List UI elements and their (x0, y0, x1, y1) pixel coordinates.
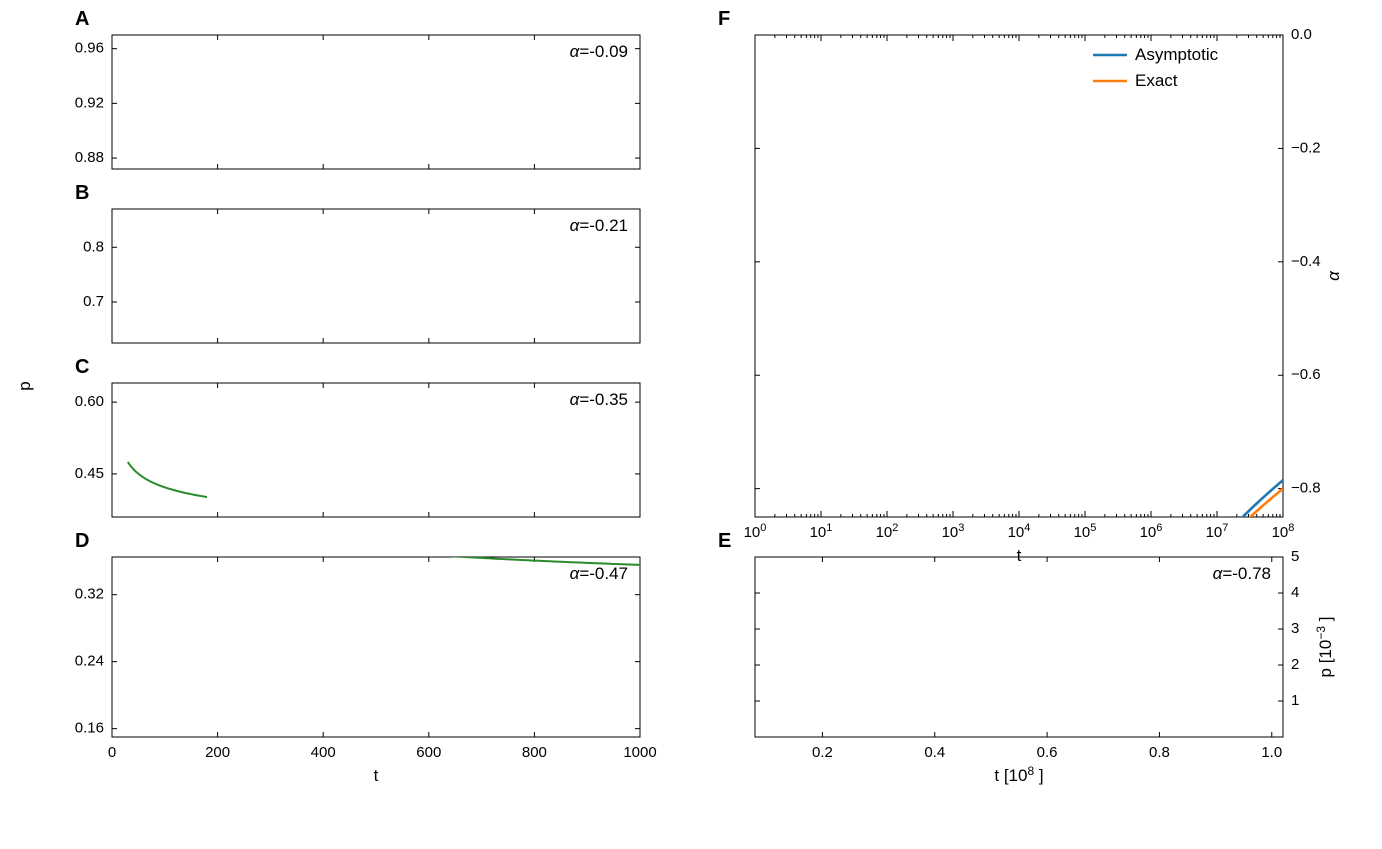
svg-text:400: 400 (311, 744, 336, 761)
svg-text:600: 600 (416, 744, 441, 761)
svg-text:t [108 ]: t [108 ] (994, 764, 1043, 785)
svg-text:0.92: 0.92 (75, 94, 104, 111)
svg-text:C: C (75, 356, 89, 378)
svg-text:800: 800 (522, 744, 547, 761)
svg-text:α=-0.21: α=-0.21 (570, 216, 628, 235)
svg-text:F: F (718, 8, 730, 30)
svg-text:α=-0.78: α=-0.78 (1213, 564, 1271, 583)
svg-text:0.0: 0.0 (1291, 26, 1312, 43)
svg-text:104: 104 (1008, 522, 1031, 541)
figure-root: A0.880.920.96α=-0.09B0.70.8α=-0.21C0.450… (0, 0, 1382, 849)
svg-text:0: 0 (108, 744, 116, 761)
svg-text:0.16: 0.16 (75, 720, 104, 737)
svg-text:Asymptotic: Asymptotic (1135, 45, 1219, 64)
svg-text:2: 2 (1291, 656, 1299, 673)
svg-text:t: t (1017, 546, 1022, 565)
main-svg: A0.880.920.96α=-0.09B0.70.8α=-0.21C0.450… (0, 0, 1382, 849)
svg-text:3: 3 (1291, 620, 1299, 637)
svg-text:t: t (374, 766, 379, 785)
svg-text:B: B (75, 182, 89, 204)
svg-text:α: α (1324, 270, 1343, 281)
svg-text:0.32: 0.32 (75, 586, 104, 603)
svg-text:101: 101 (810, 522, 833, 541)
svg-text:0.7: 0.7 (83, 293, 104, 310)
svg-text:100: 100 (744, 522, 767, 541)
svg-text:0.2: 0.2 (812, 744, 833, 761)
svg-text:0.8: 0.8 (83, 238, 104, 255)
svg-text:0.60: 0.60 (75, 393, 104, 410)
svg-text:4: 4 (1291, 584, 1299, 601)
svg-text:0.96: 0.96 (75, 40, 104, 57)
svg-text:−0.6: −0.6 (1291, 366, 1321, 383)
svg-text:0.45: 0.45 (75, 465, 104, 482)
svg-text:105: 105 (1074, 522, 1097, 541)
svg-text:p: p (15, 381, 34, 390)
svg-text:200: 200 (205, 744, 230, 761)
svg-text:107: 107 (1206, 522, 1229, 541)
svg-text:108: 108 (1272, 522, 1295, 541)
svg-text:E: E (718, 530, 731, 552)
svg-text:D: D (75, 530, 89, 552)
svg-text:α=-0.35: α=-0.35 (570, 390, 628, 409)
svg-text:0.24: 0.24 (75, 653, 104, 670)
svg-text:0.4: 0.4 (924, 744, 945, 761)
svg-text:p [10−3 ]: p [10−3 ] (1314, 617, 1335, 678)
svg-text:1000: 1000 (623, 744, 656, 761)
svg-text:0.8: 0.8 (1149, 744, 1170, 761)
svg-text:106: 106 (1140, 522, 1163, 541)
svg-text:A: A (75, 8, 89, 30)
svg-text:α=-0.47: α=-0.47 (570, 564, 628, 583)
svg-text:1.0: 1.0 (1261, 744, 1282, 761)
svg-text:103: 103 (942, 522, 965, 541)
svg-text:α=-0.09: α=-0.09 (570, 42, 628, 61)
svg-text:Exact: Exact (1135, 71, 1178, 90)
svg-text:−0.2: −0.2 (1291, 139, 1321, 156)
svg-text:102: 102 (876, 522, 899, 541)
svg-text:0.6: 0.6 (1037, 744, 1058, 761)
svg-text:0.88: 0.88 (75, 149, 104, 166)
svg-text:−0.8: −0.8 (1291, 480, 1321, 497)
svg-text:−0.4: −0.4 (1291, 253, 1321, 270)
svg-text:5: 5 (1291, 548, 1299, 565)
svg-text:1: 1 (1291, 692, 1299, 709)
